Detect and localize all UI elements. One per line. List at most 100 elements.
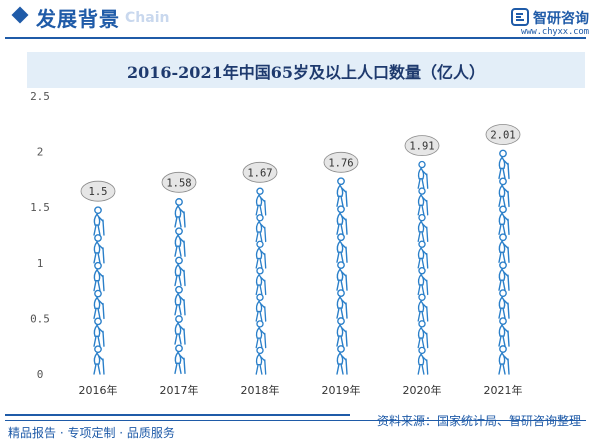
pictogram-column bbox=[417, 160, 429, 375]
pictogram-torso bbox=[498, 296, 506, 309]
pictogram-head bbox=[256, 346, 264, 355]
pictogram-legs bbox=[336, 335, 344, 347]
pictogram-torso bbox=[174, 263, 182, 277]
pictogram-cane bbox=[507, 358, 510, 375]
pictogram-torso bbox=[255, 247, 263, 260]
pictogram-legs bbox=[417, 337, 425, 349]
pictogram-cane bbox=[264, 279, 267, 296]
data-label: 1.91 bbox=[409, 141, 434, 153]
pictogram-legs bbox=[417, 310, 425, 322]
pictogram-legs bbox=[255, 337, 263, 349]
pictogram-legs bbox=[498, 363, 506, 375]
y-tick-label: 2.5 bbox=[30, 90, 50, 103]
pictogram-cane bbox=[102, 330, 105, 347]
pictogram-torso bbox=[174, 293, 182, 306]
pictogram-cane bbox=[426, 173, 429, 189]
pictogram-torso bbox=[417, 220, 425, 233]
pictogram-torso bbox=[498, 352, 506, 365]
pictogram-torso bbox=[93, 296, 101, 310]
pictogram-cane bbox=[183, 211, 186, 228]
pictogram-torso bbox=[498, 268, 506, 281]
data-label: 1.5 bbox=[89, 186, 108, 198]
pictogram-cane bbox=[264, 226, 267, 243]
pictogram-legs bbox=[255, 257, 263, 269]
elderly-person-icon bbox=[93, 234, 105, 264]
pictogram-torso bbox=[336, 268, 344, 281]
y-tick-label: 0.5 bbox=[30, 312, 50, 325]
elderly-person-icon bbox=[93, 289, 105, 320]
y-tick-label: 0 bbox=[37, 368, 44, 381]
pictogram-head bbox=[256, 187, 264, 195]
pictogram-legs bbox=[93, 279, 101, 292]
elderly-person-icon bbox=[174, 198, 186, 228]
pictogram-cane bbox=[507, 246, 510, 263]
brand-logo-icon bbox=[511, 8, 529, 26]
pictogram-torso bbox=[498, 156, 506, 170]
pictogram-head bbox=[94, 261, 102, 270]
pictogram-head bbox=[499, 233, 507, 242]
elderly-person-icon bbox=[93, 345, 105, 375]
pictogram-torso bbox=[93, 241, 101, 254]
elderly-person-icon bbox=[336, 261, 348, 291]
pictogram-cane bbox=[507, 274, 510, 291]
pictogram-head bbox=[499, 177, 507, 186]
pictogram-torso bbox=[417, 353, 425, 366]
pictogram-legs bbox=[255, 231, 263, 243]
pictogram-cane bbox=[102, 219, 105, 236]
pictogram-legs bbox=[93, 252, 101, 264]
pictogram-cane bbox=[345, 246, 348, 263]
pictogram-head bbox=[256, 214, 264, 222]
pictogram-torso bbox=[417, 300, 425, 313]
pictogram-head bbox=[337, 345, 345, 353]
pictogram-cane bbox=[345, 302, 348, 319]
elderly-person-icon bbox=[417, 213, 429, 243]
pictogram-legs bbox=[336, 195, 344, 207]
pictogram-torso bbox=[498, 212, 506, 226]
data-label: 1.76 bbox=[328, 157, 353, 169]
elderly-person-icon bbox=[255, 240, 267, 269]
pictogram-cane bbox=[426, 332, 429, 349]
elderly-person-icon bbox=[417, 160, 429, 189]
pictogram-legs bbox=[498, 251, 506, 263]
elderly-person-icon bbox=[498, 205, 510, 236]
pictogram-head bbox=[175, 198, 183, 206]
pictogram-head bbox=[499, 345, 507, 353]
elderly-person-icon bbox=[174, 227, 186, 257]
pictogram-legs bbox=[174, 333, 182, 345]
elderly-person-icon bbox=[336, 289, 348, 319]
pictogram-cane bbox=[426, 279, 429, 296]
pictogram-cane bbox=[102, 302, 105, 320]
elderly-person-icon bbox=[336, 345, 348, 375]
elderly-person-icon bbox=[255, 293, 267, 322]
pictogram-column bbox=[336, 177, 348, 375]
pictogram-torso bbox=[336, 352, 344, 365]
pictogram-legs bbox=[498, 279, 506, 291]
pictogram-head bbox=[418, 240, 426, 248]
elderly-person-icon bbox=[498, 177, 510, 208]
pictogram-torso bbox=[498, 184, 506, 198]
elderly-person-icon bbox=[498, 233, 510, 263]
pictogram-legs bbox=[498, 195, 506, 208]
pictogram-head bbox=[256, 267, 264, 275]
pictogram-head bbox=[418, 293, 426, 301]
pictogram-head bbox=[337, 233, 345, 242]
pictogram-torso bbox=[336, 184, 344, 197]
chart-title: 2016-2021年中国65岁及以上人口数量（亿人） bbox=[127, 63, 485, 82]
pictogram-cane bbox=[345, 274, 348, 291]
pictogram-cane bbox=[264, 332, 267, 349]
elderly-person-icon bbox=[417, 240, 429, 269]
brand-url[interactable]: www.chyxx.com bbox=[521, 27, 589, 37]
pictogram-legs bbox=[174, 216, 182, 228]
pictogram-head bbox=[418, 187, 426, 195]
pictogram-torso bbox=[336, 240, 344, 253]
elderly-person-icon bbox=[93, 206, 105, 236]
pictogram-torso bbox=[498, 324, 506, 337]
pictogram-legs bbox=[174, 304, 182, 316]
elderly-person-icon bbox=[174, 315, 186, 345]
data-label: 1.58 bbox=[166, 177, 191, 189]
pictogram-column bbox=[174, 198, 186, 375]
pictogram-head bbox=[256, 320, 264, 328]
pictogram-head bbox=[256, 293, 264, 302]
elderly-person-icon bbox=[93, 261, 105, 292]
pictogram-head bbox=[499, 289, 507, 298]
